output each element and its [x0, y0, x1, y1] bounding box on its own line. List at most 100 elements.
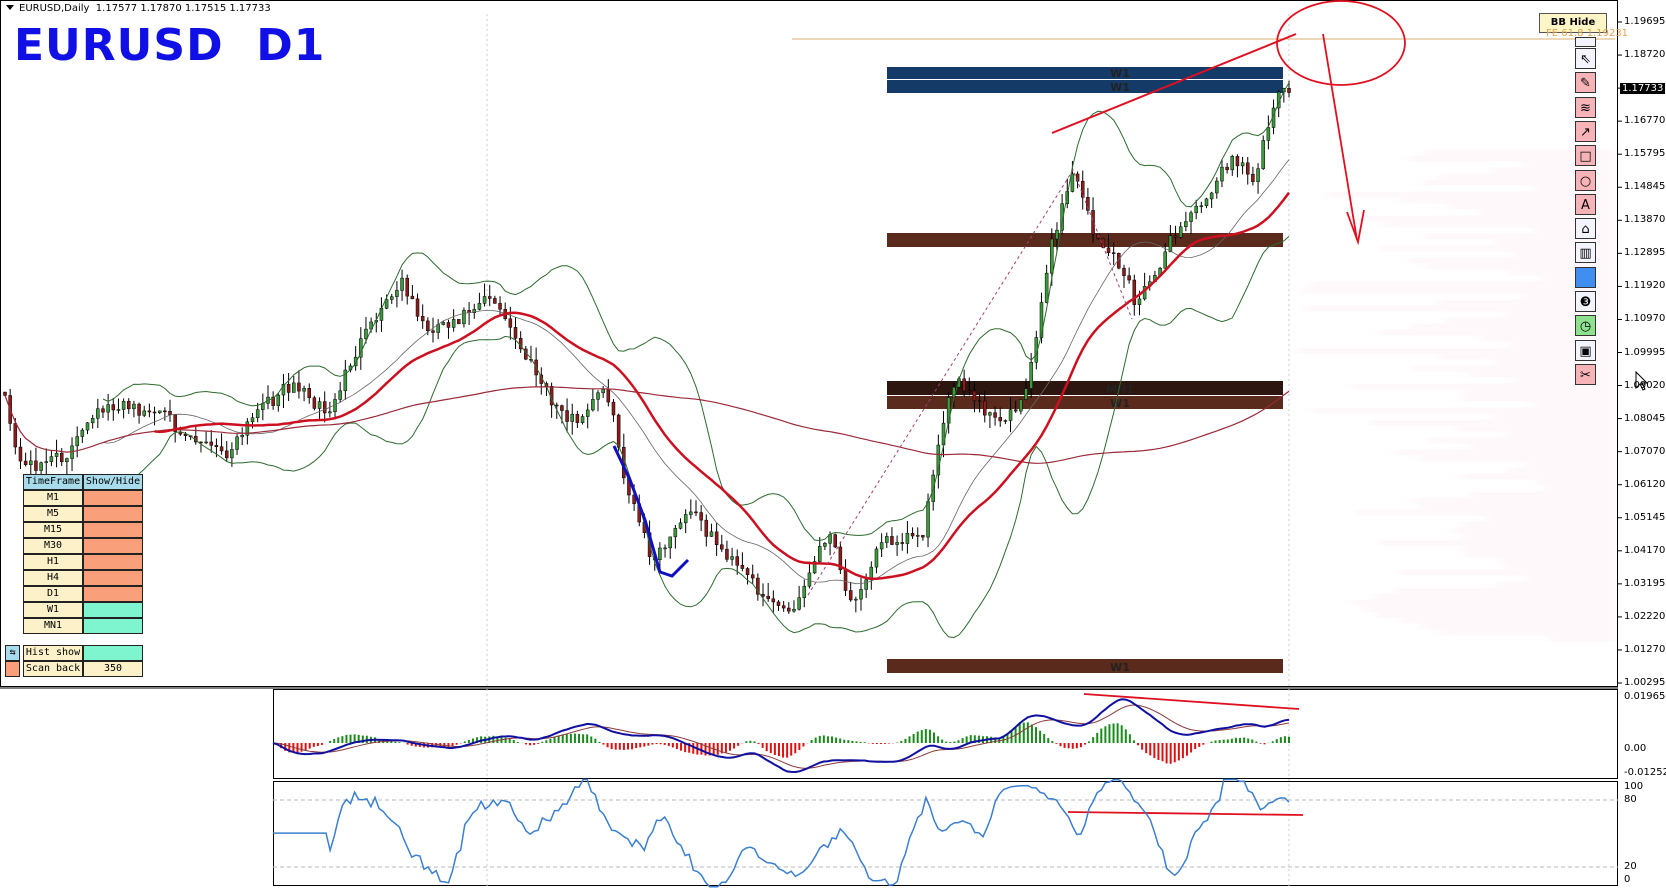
candle: [1008, 409, 1013, 421]
price-tick-label: 1.04170: [1624, 544, 1666, 556]
candle: [276, 394, 281, 406]
candle: [1122, 267, 1126, 276]
candle: [890, 536, 894, 545]
volume-profile-bar: [1438, 174, 1614, 179]
cursor-icon[interactable]: ⇖: [1575, 48, 1596, 69]
macd-panel-frame: [273, 689, 1618, 779]
dropdown-triangle-icon[interactable]: [6, 5, 14, 10]
volume-profile-bar: [1462, 396, 1614, 401]
candle: [65, 458, 69, 463]
scissors-icon[interactable]: ✂: [1575, 363, 1596, 385]
show-hide-toggle[interactable]: [83, 506, 143, 522]
candle: [1080, 180, 1085, 198]
price-tick-label: 1.13870: [1624, 214, 1666, 226]
label-tag-icon[interactable]: ⌂: [1575, 218, 1596, 240]
volume-profile-bar: [1490, 168, 1614, 173]
scan-back-label: Scan back: [23, 661, 83, 677]
candle: [611, 401, 616, 416]
rsi-axis-80: 80: [1624, 794, 1637, 805]
candle: [132, 403, 136, 410]
bb-hide-button[interactable]: BB Hide: [1539, 13, 1607, 33]
bollinger-lower: [102, 236, 1290, 639]
candle: [1091, 210, 1095, 235]
volume-profile-bar: [1512, 252, 1614, 257]
toolbar-spacer[interactable]: [1575, 37, 1596, 47]
candle: [436, 324, 440, 333]
candle: [1220, 166, 1224, 182]
timeframe-label: M30: [23, 538, 83, 554]
scan-back-input[interactable]: 350: [83, 661, 143, 677]
candle: [250, 417, 255, 423]
zone-band: [887, 233, 1283, 247]
text-icon[interactable]: A: [1575, 193, 1596, 215]
show-hide-toggle[interactable]: [83, 522, 143, 538]
candle: [967, 390, 972, 393]
candle: [1163, 251, 1167, 269]
save-icon[interactable]: ▣: [1575, 339, 1596, 361]
candle: [921, 535, 925, 538]
volume-profile-bar: [1499, 558, 1614, 563]
volume-profile-bar: [1470, 444, 1614, 449]
candle: [750, 574, 755, 579]
candle: [745, 568, 750, 575]
candle: [54, 452, 59, 457]
candle: [173, 414, 177, 433]
candle: [137, 403, 141, 416]
clock-icon[interactable]: ◷: [1575, 315, 1596, 337]
zone-band: [887, 80, 1283, 93]
candle: [1019, 399, 1023, 412]
price-tick-label: 1.02220: [1624, 610, 1666, 622]
candle: [240, 434, 244, 438]
show-hide-toggle[interactable]: [83, 618, 143, 634]
volume-profile-bar: [1313, 408, 1614, 413]
candle: [709, 531, 714, 537]
price-tick-label: 1.10970: [1624, 313, 1666, 325]
candle: [802, 585, 807, 598]
price-tick-label: 1.07070: [1624, 445, 1666, 457]
candle: [3, 391, 7, 396]
volume-profile-bar: [1460, 474, 1614, 479]
volume-profile-bar: [1428, 438, 1614, 443]
candle: [1178, 226, 1183, 238]
candle: [1173, 235, 1178, 238]
timeframe-label: M1: [23, 490, 83, 506]
show-hide-toggle[interactable]: [83, 570, 143, 586]
candle: [441, 322, 446, 325]
candle: [271, 396, 275, 406]
candle: [926, 501, 930, 538]
hist-show-toggle[interactable]: [83, 645, 143, 661]
show-hide-toggle[interactable]: [83, 602, 143, 618]
show-hide-toggle[interactable]: [83, 538, 143, 554]
candle: [1204, 198, 1209, 207]
candle: [792, 608, 796, 612]
trash-icon[interactable]: ▥: [1575, 242, 1596, 264]
candle: [812, 561, 817, 574]
wave-lines-icon[interactable]: ≋: [1575, 96, 1596, 118]
candle: [730, 556, 734, 560]
toggle-panel-icon[interactable]: ⇆: [5, 645, 20, 661]
rectangle-icon[interactable]: □: [1575, 145, 1596, 167]
volume-profile-bar: [1450, 528, 1614, 533]
number-3-icon[interactable]: ❸: [1575, 291, 1596, 312]
color-swatch-icon[interactable]: [1575, 266, 1596, 288]
volume-profile-bar: [1492, 240, 1614, 245]
candle: [85, 422, 90, 431]
candle: [575, 414, 580, 423]
show-hide-toggle[interactable]: [83, 586, 143, 602]
candle: [1266, 127, 1271, 141]
pencil-icon[interactable]: ✎: [1575, 72, 1596, 94]
show-hide-toggle[interactable]: [83, 554, 143, 570]
show-hide-toggle[interactable]: [83, 490, 143, 506]
volume-profile-bar: [1420, 624, 1614, 629]
candle: [663, 547, 667, 550]
volume-profile-bar: [1514, 378, 1614, 383]
volume-profile-bar: [1426, 150, 1614, 155]
candle: [1024, 388, 1028, 400]
bollinger-upper: [102, 82, 1290, 542]
arrow-icon[interactable]: ↗: [1575, 120, 1596, 142]
circle-icon[interactable]: ○: [1575, 169, 1596, 191]
candle: [1127, 275, 1131, 281]
candle: [771, 598, 776, 603]
candle: [1132, 279, 1137, 305]
